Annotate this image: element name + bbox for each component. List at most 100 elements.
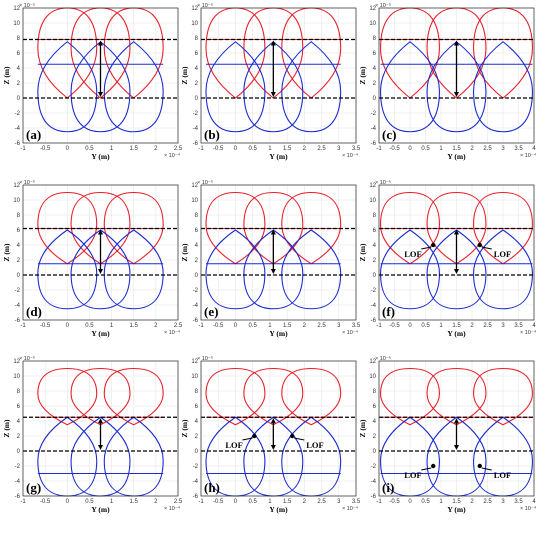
x-tick-label: 3.5 (352, 146, 361, 152)
axes-frame (22, 7, 179, 144)
y-tick-label: -4 (193, 303, 199, 309)
arrow-head-up (98, 229, 103, 235)
lof-arrow (242, 437, 253, 441)
y-axis-label: Z (m) (358, 419, 367, 438)
y-tick-label: 10 (191, 21, 198, 27)
lower-lobe-curve (103, 229, 164, 310)
y-exponent-label: × 10⁻⁵ (197, 355, 213, 362)
y-tick-label: 8 (17, 389, 21, 395)
x-tick-label: 2.5 (483, 146, 492, 152)
lower-lobe-curve (281, 41, 342, 133)
x-tick-label: 2.5 (174, 146, 183, 152)
lower-lobe-curve (243, 41, 304, 133)
y-tick-label: 10 (369, 21, 376, 27)
lower-lobe-curve (379, 229, 441, 310)
y-tick-label: -6 (15, 318, 21, 324)
x-exponent-label: × 10⁻⁴ (342, 152, 359, 159)
panel-label: (a) (26, 127, 41, 142)
y-exponent-label: × 10⁻⁵ (197, 179, 213, 186)
x-tick-label: -0.5 (40, 323, 51, 329)
y-tick-label: -4 (193, 479, 199, 485)
x-tick-label: 0.5 (85, 499, 94, 505)
y-tick-label: 6 (373, 51, 377, 57)
panel-label: (c) (382, 127, 396, 142)
x-tick-label: 0 (234, 323, 238, 329)
y-exponent-label: × 10⁻⁵ (375, 2, 391, 9)
x-tick-label: 0.5 (248, 146, 257, 152)
x-tick-label: -1 (20, 323, 26, 329)
arrow-head-up (98, 40, 103, 46)
upper-lobe-curve (37, 367, 98, 426)
y-tick-label: 2 (373, 258, 377, 264)
x-tick-label: 1 (110, 323, 114, 329)
y-exponent-label: × 10⁻⁵ (375, 179, 391, 186)
y-tick-label: 2 (17, 258, 21, 264)
upper-lobe-curve (281, 367, 342, 426)
y-tick-label: -2 (15, 464, 21, 470)
x-axis-label: Y (m) (447, 152, 466, 161)
y-tick-label: -4 (15, 303, 21, 309)
y-tick-label: -6 (193, 494, 199, 500)
lower-lobe-curve (205, 41, 266, 133)
plot-area (201, 361, 356, 496)
y-tick-label: 8 (195, 213, 199, 219)
panel-label: (f) (382, 304, 395, 319)
y-tick-label: 6 (373, 404, 377, 410)
y-tick-label: 6 (195, 404, 199, 410)
panel-label: (h) (204, 480, 220, 495)
y-tick-label: -4 (15, 126, 21, 132)
lower-lobe-curve (472, 41, 534, 133)
y-exponent-label: × 10⁻⁵ (19, 355, 35, 362)
y-tick-label: 6 (17, 404, 21, 410)
lower-lobe-curve (426, 41, 487, 133)
x-tick-label: 4 (532, 499, 536, 505)
y-tick-label: -4 (371, 479, 377, 485)
x-tick-label: -1 (198, 146, 204, 152)
arrow-head-down (270, 92, 276, 97)
y-tick-label: 0 (17, 96, 21, 102)
y-tick-label: 8 (17, 36, 21, 42)
y-tick-label: -6 (193, 141, 199, 147)
x-tick-label: 2.5 (317, 323, 326, 329)
upper-lobe-curve (70, 191, 131, 265)
x-tick-label: 1 (439, 323, 443, 329)
y-tick-label: 2 (195, 81, 199, 87)
lof-label: LOF (494, 249, 511, 259)
x-tick-label: -0.5 (40, 499, 51, 505)
x-tick-label: -0.5 (213, 146, 224, 152)
x-tick-label: 2.5 (483, 499, 492, 505)
y-tick-label: -6 (15, 141, 21, 147)
y-tick-label: 12 (13, 183, 20, 189)
y-tick-label: 8 (373, 213, 377, 219)
upper-lobe-curve (205, 367, 266, 426)
panel-label: (e) (204, 304, 218, 319)
x-tick-label: -0.5 (389, 499, 400, 505)
y-tick-label: 8 (195, 36, 199, 42)
y-tick-label: -4 (371, 303, 377, 309)
arrow-head-down (454, 445, 459, 450)
lof-arrow (294, 437, 305, 441)
x-exponent-label: × 10⁻⁴ (164, 329, 181, 336)
lof-label: LOF (494, 470, 511, 480)
lof-arrow (481, 467, 492, 471)
y-tick-label: 12 (191, 183, 198, 189)
y-tick-label: 6 (373, 228, 377, 234)
y-tick-label: -2 (371, 464, 377, 470)
arrow-head-down (98, 92, 103, 97)
plot-area (201, 8, 356, 143)
lof-point (290, 433, 295, 439)
y-tick-label: 12 (369, 6, 376, 12)
upper-lobe-curve (70, 367, 131, 426)
x-axis-label: Y (m) (91, 152, 110, 161)
y-tick-label: 8 (195, 389, 199, 395)
y-tick-label: -2 (371, 111, 377, 117)
y-tick-label: 10 (13, 374, 20, 380)
lof-label: LOF (306, 440, 323, 450)
x-tick-label: 2 (303, 499, 307, 505)
y-exponent-label: × 10⁻⁵ (19, 179, 35, 186)
y-tick-label: -4 (193, 126, 199, 132)
y-axis-label: Z (m) (2, 419, 11, 438)
